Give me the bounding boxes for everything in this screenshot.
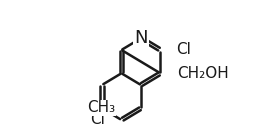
Text: CH₃: CH₃ (87, 100, 115, 116)
Text: Cl: Cl (176, 42, 191, 58)
Text: N: N (134, 29, 148, 47)
Text: Cl: Cl (90, 112, 105, 127)
Text: CH₂OH: CH₂OH (177, 66, 229, 81)
